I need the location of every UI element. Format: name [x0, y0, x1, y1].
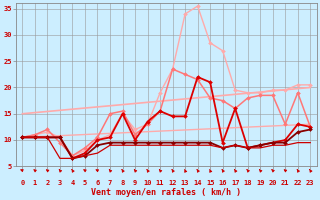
X-axis label: Vent moyen/en rafales ( km/h ): Vent moyen/en rafales ( km/h ) [91, 188, 241, 197]
